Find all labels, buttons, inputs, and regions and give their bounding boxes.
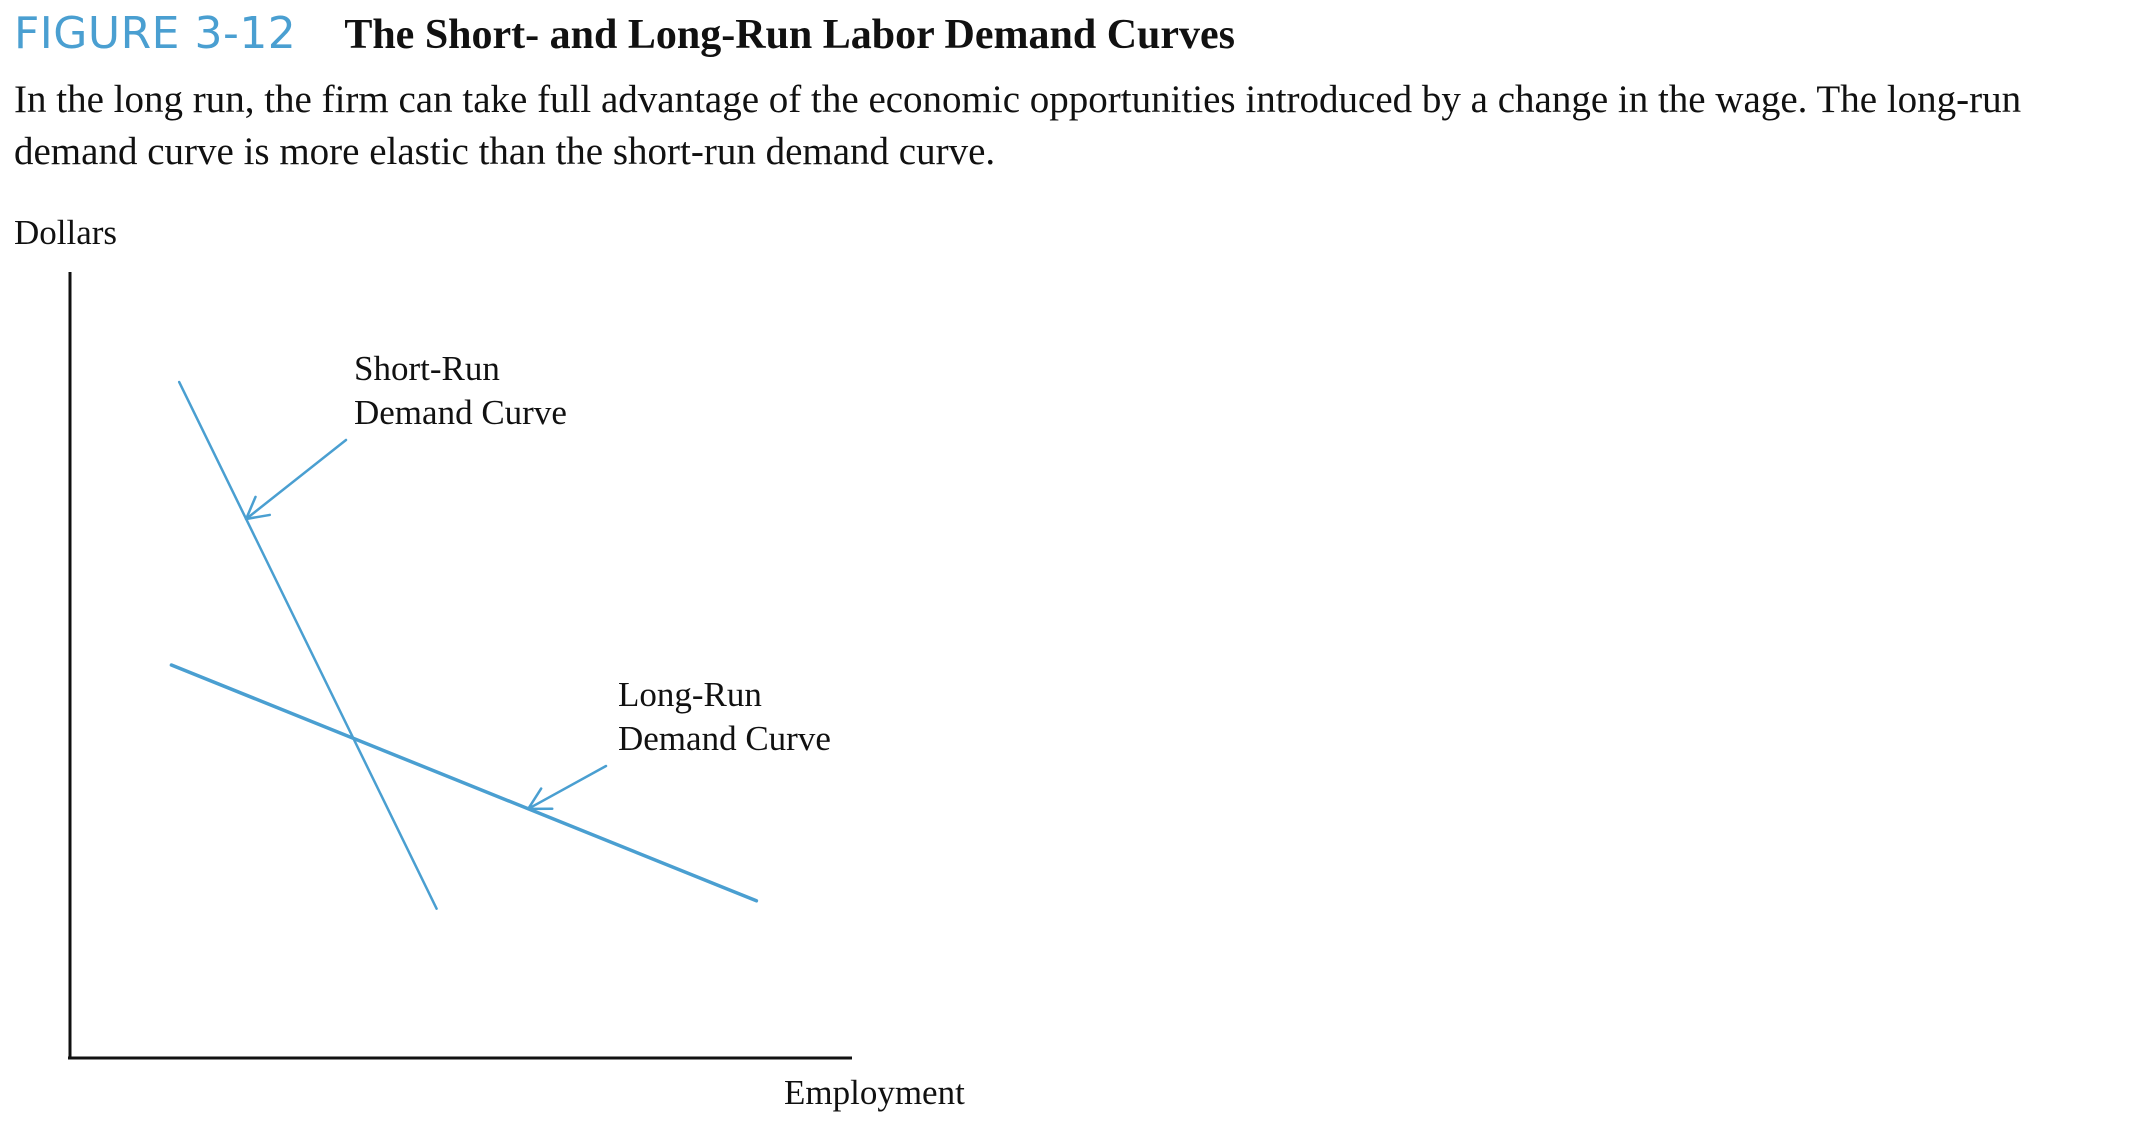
y-axis-label: Dollars xyxy=(14,213,117,252)
x-axis-label: Employment xyxy=(784,1073,965,1112)
short-run-label-arrow xyxy=(244,438,348,521)
short-run-demand-curve xyxy=(177,380,438,910)
short-run-arrowhead xyxy=(244,495,272,521)
figure-title: The Short- and Long-Run Labor Demand Cur… xyxy=(344,12,1236,58)
figure-header: FIGURE 3-12 The Short- and Long-Run Labo… xyxy=(14,8,2124,59)
figure-caption: In the long run, the firm can take full … xyxy=(14,78,2022,173)
long-run-demand-curve xyxy=(169,663,759,903)
series-layer: Short-Run Demand Curve Long-Run Demand Curv… xyxy=(169,349,831,910)
long-run-label-arrow xyxy=(527,764,608,811)
short-run-curve-label: Short-Run Demand Curve xyxy=(354,349,567,432)
figure-number: FIGURE 3-12 xyxy=(14,8,297,59)
long-run-curve-label: Long-Run Demand Curve xyxy=(618,675,831,758)
long-run-arrowhead xyxy=(527,787,554,811)
